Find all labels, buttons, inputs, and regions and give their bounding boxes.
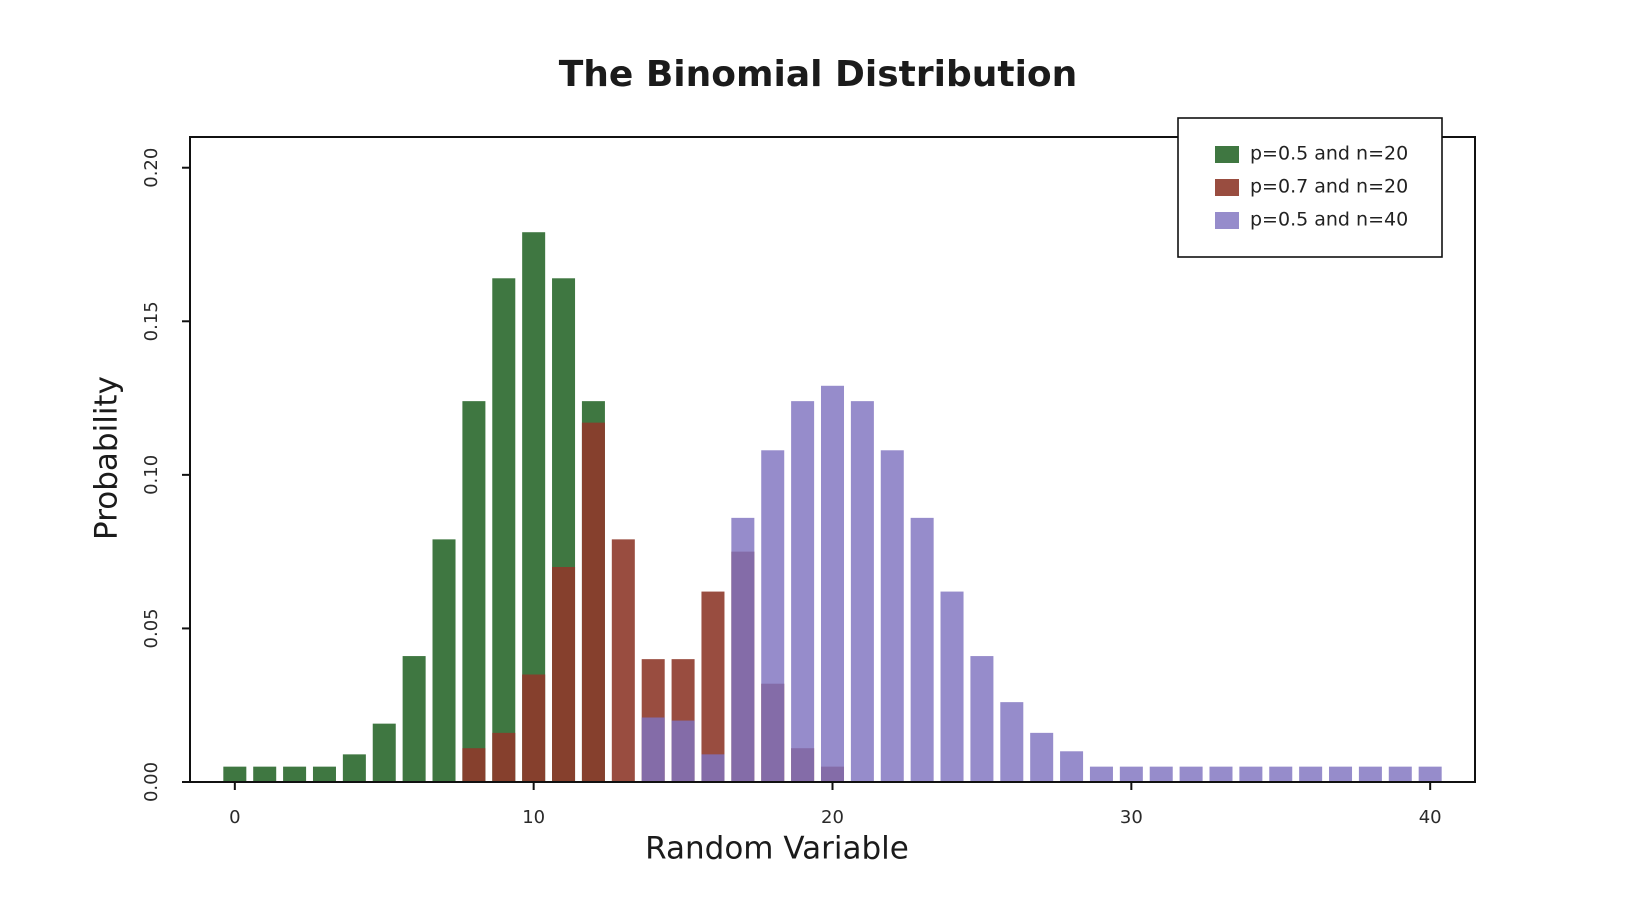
bar-series-3-x-26 (1000, 702, 1024, 782)
bar-series-3-x-20 (820, 385, 845, 782)
y-axis-label: Probability (89, 376, 125, 540)
bar-series-3-x-30 (1119, 766, 1143, 782)
bar-series-1-x-0 (223, 766, 247, 782)
bar-series-3-x-40 (1418, 766, 1442, 782)
y-tick-label-1: 0.05 (141, 608, 162, 648)
x-tick-label-40: 40 (1419, 807, 1442, 828)
bar-series-2-x-16 (701, 591, 725, 782)
bar-series-3-x-39 (1388, 766, 1412, 782)
bar-series-2-x-12 (581, 422, 605, 782)
bar-series-3-x-25 (970, 656, 994, 782)
bar-series-2-x-13 (611, 539, 635, 782)
bar-series-3-x-23 (910, 517, 934, 782)
y-tick-label-0: 0.00 (141, 762, 162, 802)
bar-series-2-x-11 (552, 567, 576, 782)
legend-swatch-1 (1215, 146, 1239, 163)
bar-series-3-x-38 (1358, 766, 1382, 782)
bar-series-3-x-17 (731, 517, 755, 782)
legend-label-1: p=0.5 and n=20 (1250, 143, 1408, 165)
bar-series-3-x-28 (1060, 751, 1084, 782)
bar-series-1-x-8 (462, 401, 486, 782)
bar-series-1-x-4 (342, 754, 366, 782)
bar-series-1-x-2 (283, 766, 307, 782)
x-tick-label-20: 20 (821, 807, 844, 828)
bar-series-1-x-9 (492, 278, 516, 782)
x-tick-label-0: 0 (229, 807, 240, 828)
bar-series-3-x-24 (940, 591, 964, 782)
bar-series-3-x-32 (1179, 766, 1203, 782)
bar-series-3-x-34 (1239, 766, 1263, 782)
bar-series-3-x-19 (791, 401, 815, 782)
legend-label-2: p=0.7 and n=20 (1250, 176, 1408, 198)
chart-title: The Binomial Distribution (559, 54, 1078, 95)
bar-series-1-x-1 (253, 766, 277, 782)
legend-label-3: p=0.5 and n=40 (1250, 209, 1408, 231)
bar-series-3-x-16 (701, 754, 725, 782)
x-tick-label-10: 10 (522, 807, 545, 828)
bar-series-3-x-14 (641, 717, 665, 782)
bar-series-2-x-10 (522, 674, 546, 782)
y-tick-label-2: 0.10 (141, 455, 162, 495)
bar-series-3-x-29 (1089, 766, 1113, 782)
legend: p=0.5 and n=20 p=0.7 and n=20 p=0.5 and n=… (1177, 117, 1443, 258)
bars-layer (223, 232, 1442, 782)
bar-series-1-x-5 (372, 723, 396, 782)
legend-swatch-2 (1215, 179, 1239, 196)
bar-series-1-x-10 (522, 232, 546, 782)
axes-layer: 0 10 20 30 40 0.00 0.05 0.10 0.15 0.20 (141, 136, 1476, 828)
y-tick-label-3: 0.15 (141, 301, 162, 341)
bar-series-3-x-36 (1299, 766, 1323, 782)
bar-series-3-x-31 (1149, 766, 1173, 782)
bar-series-3-x-37 (1329, 766, 1353, 782)
bar-series-3-x-18 (761, 450, 785, 782)
bar-series-1-x-7 (432, 539, 456, 782)
bar-series-1-x-3 (312, 766, 336, 782)
bar-series-3-x-35 (1269, 766, 1293, 782)
bar-series-1-x-6 (402, 656, 426, 782)
bar-series-3-x-21 (850, 401, 874, 782)
bar-series-3-x-15 (671, 720, 695, 782)
bar-series-3-x-27 (1030, 732, 1054, 782)
bar-series-2-x-8 (462, 748, 486, 782)
x-tick-label-30: 30 (1120, 807, 1143, 828)
y-tick-label-4: 0.20 (141, 148, 162, 188)
x-axis-label: Random Variable (645, 831, 909, 867)
bar-series-3-x-22 (880, 450, 904, 782)
legend-swatch-3 (1215, 212, 1239, 229)
bar-series-2-x-9 (492, 732, 516, 782)
bar-series-3-x-33 (1209, 766, 1233, 782)
